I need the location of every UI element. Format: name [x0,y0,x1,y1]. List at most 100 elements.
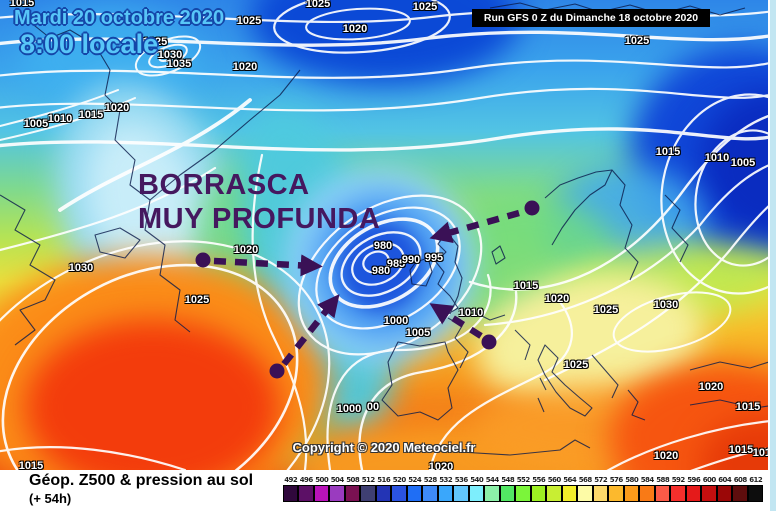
colorbar-slot: 576 [608,475,625,502]
colorbar-tick: 564 [563,476,577,484]
colorbar-slot: 504 [329,475,346,502]
colorbar-cell [391,485,407,502]
colorbar-slot: 588 [654,475,671,502]
arrow-origin-dot [195,252,211,268]
storm-annotation-text: BORRASCA MUY PROFUNDA [138,168,380,236]
colorbar-slot: 540 [468,475,485,502]
colorbar-tick: 512 [361,476,376,484]
colorbar-cell [422,485,438,502]
colorbar-cell [685,485,701,502]
colorbar-tick: 520 [392,476,407,484]
pressure-label: 1015 [9,0,35,9]
colorbar-slot: 596 [685,475,702,502]
colorbar-slot: 612 [747,475,764,502]
model-run-badge: Run GFS 0 Z du Dimanche 18 octobre 2020 [472,9,710,27]
colorbar-slot: 556 [530,475,547,502]
pressure-label: 1020 [342,23,368,35]
pressure-label: 1015 [728,444,754,456]
pressure-label: 1030 [68,262,94,274]
colorbar-cell [716,485,732,502]
colorbar-slot: 496 [298,475,315,502]
pressure-label: 1015 [513,280,539,292]
colorbar-tick: 504 [330,476,345,484]
colorbar-cell [484,485,500,502]
colorbar-tick: 528 [423,476,438,484]
colorbar-cell [701,485,717,502]
pressure-label: 1020 [653,450,679,462]
colorbar-cell [406,485,422,502]
storm-annotation-line2: MUY PROFUNDA [138,203,381,235]
storm-annotation-line1: BORRASCA [138,169,310,201]
colorbar-slot: 492 [282,475,299,502]
pressure-label: 1005 [730,157,756,169]
colorbar-slot: 536 [453,475,470,502]
pressure-label: 1015 [655,146,681,158]
colorbar-cell [313,485,329,502]
colorbar-tick: 508 [346,476,360,484]
colorbar-tick: 600 [702,476,717,484]
right-margin-strip [768,0,776,511]
legend-title: Géop. Z500 & pression au sol [29,472,254,489]
map-overlay [0,0,768,470]
colorbar-tick: 548 [501,476,515,484]
colorbar-tick: 516 [377,476,391,484]
colorbar-slot: 544 [484,475,501,502]
colorbar-slot: 568 [577,475,594,502]
colorbar-cell [468,485,484,502]
colorbar-tick: 532 [439,476,453,484]
colorbar-cell [546,485,562,502]
valid-time-label: 8:00 locale [20,29,159,59]
colorbar-tick: 560 [547,476,562,484]
colorbar-tick: 608 [733,476,748,484]
movement-arrow [429,209,520,244]
colorbar-cell [623,485,639,502]
pressure-label: 1025 [412,1,438,13]
colorbar-cell [499,485,515,502]
pressure-label: 985 [386,258,406,270]
colorbar-scale: 492 496 500 504 508 512 516 520 524 528 532 536 540 5… [282,475,764,502]
colorbar-slot: 524 [406,475,423,502]
colorbar-tick: 568 [578,476,593,484]
colorbar-slot: 584 [639,475,656,502]
pressure-label: 995 [424,252,444,264]
colorbar-tick: 500 [315,476,329,484]
movement-arrow [429,303,483,339]
colorbar-slot: 528 [422,475,439,502]
colorbar-cell [375,485,391,502]
forecast-hour-label: (+ 54h) [29,491,72,506]
pressure-label: 1015 [18,460,44,470]
pressure-label: 1000 [383,315,409,327]
colorbar-cell [639,485,655,502]
colorbar-tick: 536 [454,476,469,484]
valid-date-label: Mardi 20 octobre 2020 [14,7,225,29]
pressure-label: 1025 [236,15,262,27]
colorbar-tick: 572 [594,476,608,484]
colorbar-slot: 572 [592,475,609,502]
colorbar-slot: 520 [391,475,408,502]
colorbar-cell [282,485,298,502]
colorbar-cell [437,485,453,502]
movement-arrow [281,294,340,367]
colorbar-tick: 576 [609,476,624,484]
pressure-label: 1020 [544,293,570,305]
pressure-label: 1020 [428,461,454,470]
pressure-label: 1030 [653,299,679,311]
pressure-label: 1020 [233,244,259,256]
colorbar-tick: 492 [284,476,298,484]
colorbar-cell [515,485,531,502]
colorbar-slot: 532 [437,475,454,502]
pressure-label: 1015 [735,401,761,413]
contour-lines-layer [0,0,768,470]
colorbar-cell [670,485,686,502]
movement-arrow [213,254,323,277]
colorbar-tick: 612 [749,476,763,484]
arrow-origin-dot [481,334,497,350]
pressure-label: 990 [401,254,421,266]
weather-map: 1015 1025 1030 1035 1025 1025 1020 1025 1025 1020… [0,0,768,470]
pressure-label: 1005 [405,327,431,339]
colorbar-cell [654,485,670,502]
colorbar-slot: 564 [561,475,578,502]
pressure-label: 1000 [336,403,362,415]
colorbar-tick: 552 [516,476,531,484]
